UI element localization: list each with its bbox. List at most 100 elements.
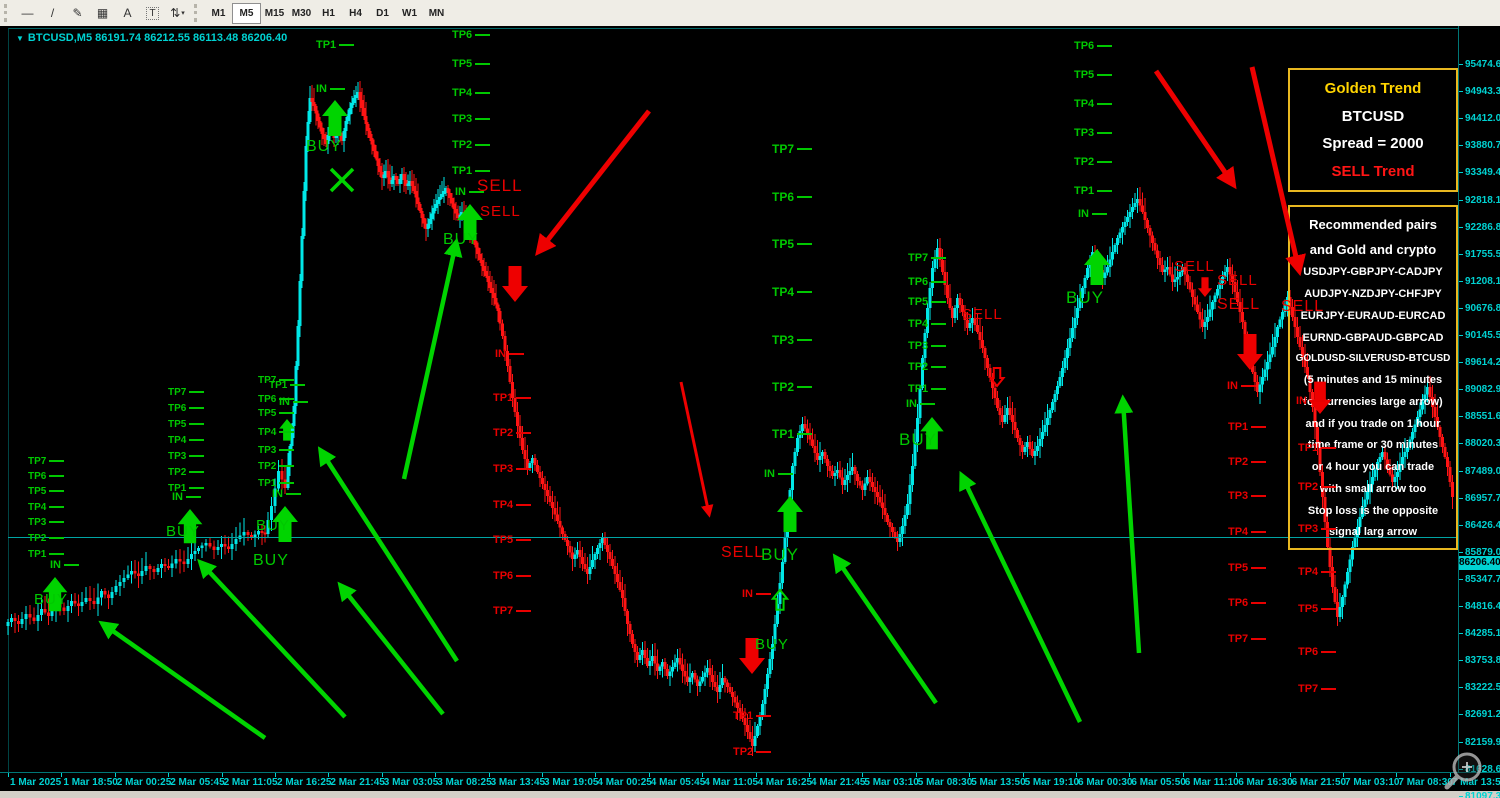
price-axis-label: 88551.60 xyxy=(1465,411,1500,423)
tp-label-red-text: TP2 xyxy=(733,745,754,758)
time-axis-tick xyxy=(702,773,704,777)
tp-label-red-text: TP5 xyxy=(493,533,514,546)
time-axis-label: 4 Mar 05:45 xyxy=(650,777,706,788)
chart-plot-area[interactable] xyxy=(8,28,1459,773)
entry-in-label-text: IN xyxy=(1296,394,1307,407)
horizontal-line-tool[interactable]: — xyxy=(16,3,39,23)
tp-label-green: TP2 xyxy=(772,380,813,394)
level-dash xyxy=(49,537,65,539)
price-axis-tick xyxy=(1459,443,1463,445)
tp-label-red: TP2 xyxy=(733,745,772,758)
chart-title-collapse-icon[interactable]: ▼ xyxy=(16,34,24,43)
time-axis-tick xyxy=(648,773,650,777)
level-dash xyxy=(475,169,491,172)
time-axis-tick xyxy=(809,773,810,777)
time-axis-tick xyxy=(328,773,330,777)
time-axis-tick xyxy=(381,773,383,777)
tp-label-green: TP1 xyxy=(269,380,306,391)
time-axis-label: 6 Mar 16:30 xyxy=(1238,777,1293,788)
price-axis[interactable]: 95474.60 94943.30 94412.00 93880.70 93349.40… xyxy=(1458,26,1500,798)
level-dash xyxy=(279,449,295,451)
tp-label-green: TP1 xyxy=(258,478,295,489)
timeframe-button-m5[interactable]: M5 xyxy=(232,2,261,24)
tp-label-red-text: TP5 xyxy=(1228,561,1249,574)
level-dash xyxy=(189,487,205,489)
level-dash xyxy=(516,396,532,399)
dropdown-caret-icon: ▾ xyxy=(181,10,185,17)
tp-label-red-text: TP6 xyxy=(493,569,514,582)
level-dash xyxy=(475,62,491,65)
tp-label-red: TP1 xyxy=(1228,421,1267,433)
level-dash xyxy=(516,431,532,434)
price-axis-label: 81097.30 xyxy=(1465,790,1500,798)
level-dash xyxy=(189,455,205,457)
level-dash xyxy=(189,439,205,441)
level-dash xyxy=(1097,131,1113,134)
entry-in-label: IN xyxy=(1296,395,1325,407)
time-axis-label: 3 Mar 19:05 xyxy=(544,777,599,788)
price-axis-label: 82159.90 xyxy=(1465,736,1500,748)
level-dash xyxy=(279,398,295,400)
tp-label-green-text: TP3 xyxy=(908,339,929,352)
tp-label-green: TP4 xyxy=(452,87,491,99)
tp-label-red: TP3 xyxy=(493,463,532,475)
price-axis-tick xyxy=(1459,362,1463,364)
level-dash xyxy=(931,256,947,259)
tp-label-green: TP7 xyxy=(908,252,947,264)
tp-label-red-text: TP3 xyxy=(1228,489,1249,502)
arrows-tool[interactable]: ⇅ ▾ xyxy=(166,3,189,23)
price-axis-tick xyxy=(1459,606,1463,607)
level-dash xyxy=(1097,102,1113,105)
timeframe-button-m15[interactable]: M15 xyxy=(264,7,285,19)
time-axis-tick xyxy=(1236,773,1238,777)
time-axis-label: 7 Mar 03:10 xyxy=(1345,777,1400,788)
price-axis-label: 86426.40 xyxy=(1465,519,1500,531)
price-axis-tick xyxy=(1459,687,1463,689)
level-dash xyxy=(1321,650,1337,653)
text-label-tool[interactable]: T xyxy=(141,3,164,23)
level-dash xyxy=(49,490,65,492)
tp-label-red-text: TP3 xyxy=(1298,522,1319,535)
trendline-tool[interactable]: / xyxy=(41,3,64,23)
timeframe-button-m30[interactable]: M30 xyxy=(291,7,312,19)
tp-label-green-text: TP6 xyxy=(168,402,187,414)
grid-tool[interactable]: ▦ xyxy=(91,3,114,23)
price-axis-tick xyxy=(1459,280,1463,282)
text-tool[interactable]: A xyxy=(116,3,139,23)
tp-label-green-text: TP5 xyxy=(772,237,795,252)
tp-label-green: TP5 xyxy=(28,485,65,497)
tp-label-red-text: TP2 xyxy=(493,426,514,439)
time-axis[interactable]: 1 Mar 2025 1 Mar 18:50 2 Mar 00:25 2 Mar 05… xyxy=(0,772,1500,791)
timeframe-button-mn[interactable]: MN xyxy=(428,7,445,19)
tp-label-green-text: TP6 xyxy=(908,275,929,288)
time-axis-label: 3 Mar 13:45 xyxy=(490,777,546,788)
entry-in-label: IN xyxy=(279,396,308,408)
tp-label-green-text: TP5 xyxy=(28,485,47,497)
entry-in-label: IN xyxy=(172,491,201,503)
level-dash xyxy=(49,460,65,462)
timeframe-button-d1[interactable]: D1 xyxy=(376,7,389,19)
tp-label-red: TP2 xyxy=(493,426,532,439)
time-axis-tick xyxy=(114,773,116,777)
entry-in-label-text: IN xyxy=(279,395,290,408)
entry-in-label: IN xyxy=(455,186,484,198)
draw-tool[interactable]: ✎ xyxy=(66,3,89,23)
tp-label-green-text: TP1 xyxy=(1074,184,1095,197)
level-dash xyxy=(339,43,355,46)
timeframe-button-h4[interactable]: H4 xyxy=(349,7,362,19)
tp-label-red: TP3 xyxy=(1228,489,1267,502)
chart-title-text: BTCUSD,M5 86191.74 86212.55 86113.48 862… xyxy=(27,32,288,44)
tp-label-green: TP2 xyxy=(1074,156,1113,168)
price-axis-label: 87489.00 xyxy=(1465,465,1500,477)
price-axis-label: 90676.80 xyxy=(1465,302,1500,314)
tp-label-green: TP2 xyxy=(28,533,65,544)
timeframe-button-h1[interactable]: H1 xyxy=(322,7,335,19)
tp-label-green-text: TP1 xyxy=(316,38,337,51)
recommended-panel-line: or 4 hour you can trade xyxy=(1311,461,1435,473)
time-axis-label: 2 Mar 00:25 xyxy=(116,777,172,788)
level-dash xyxy=(1321,527,1337,530)
timeframe-button-w1[interactable]: W1 xyxy=(402,7,417,19)
timeframe-button-m1[interactable]: M1 xyxy=(211,7,226,19)
level-dash xyxy=(1310,399,1325,402)
price-axis-tick xyxy=(1459,795,1463,797)
